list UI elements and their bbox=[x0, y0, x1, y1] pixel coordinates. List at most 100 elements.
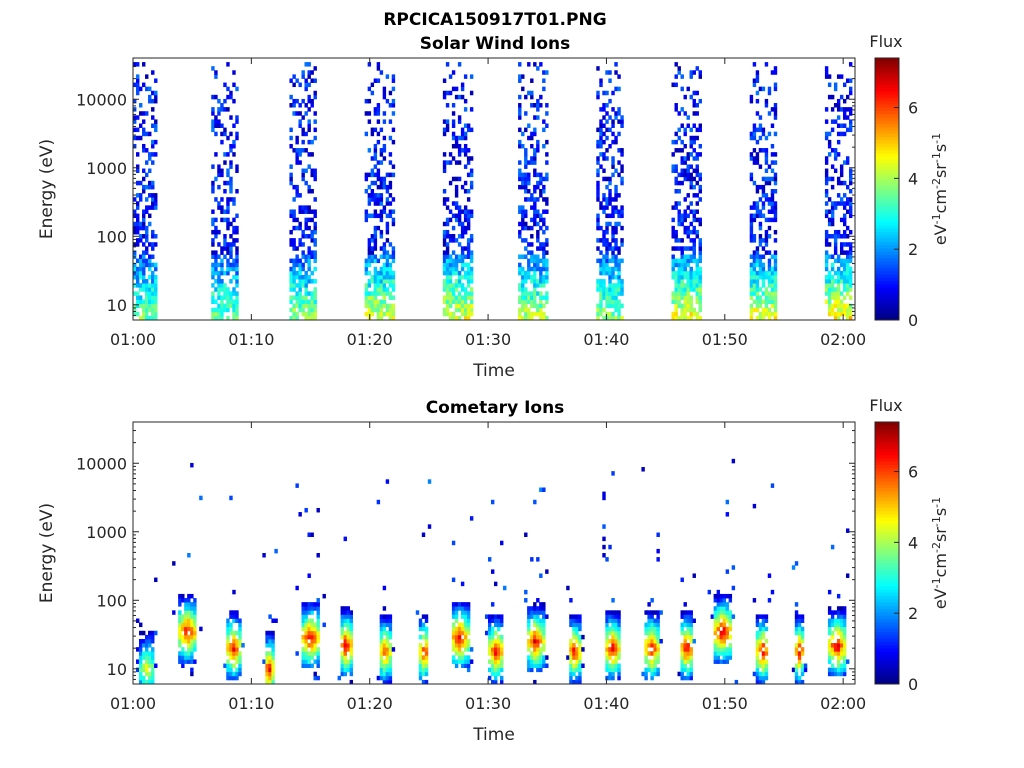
heatmap-cell bbox=[442, 201, 447, 206]
heatmap-cell bbox=[797, 643, 802, 648]
heatmap-cell bbox=[683, 270, 687, 276]
heatmap-cell bbox=[457, 135, 462, 141]
colorbar-segment bbox=[875, 244, 899, 249]
heatmap-cell bbox=[181, 655, 185, 660]
heatmap-cell bbox=[725, 602, 730, 607]
heatmap-cell bbox=[235, 315, 239, 321]
heatmap-cell bbox=[151, 671, 155, 677]
heatmap-cell bbox=[536, 238, 540, 243]
heatmap-cell bbox=[830, 671, 835, 677]
heatmap-cell bbox=[617, 647, 621, 652]
heatmap-cell bbox=[295, 152, 299, 157]
heatmap-cell bbox=[301, 622, 305, 628]
heatmap-cell bbox=[686, 647, 690, 652]
heatmap-cell bbox=[490, 651, 495, 656]
heatmap-cell bbox=[602, 205, 606, 210]
heatmap-cell bbox=[605, 254, 609, 259]
heatmap-cell bbox=[148, 221, 152, 227]
heatmap-cell bbox=[187, 647, 191, 652]
heatmap-cell bbox=[181, 638, 185, 644]
heatmap-cell bbox=[214, 119, 218, 124]
heatmap-cell bbox=[611, 266, 615, 272]
heatmap-cell bbox=[725, 593, 730, 599]
heatmap-cell bbox=[770, 107, 775, 112]
heatmap-cell bbox=[463, 74, 468, 79]
heatmap-cell bbox=[524, 94, 528, 100]
heatmap-cell bbox=[451, 234, 456, 239]
heatmap-cell bbox=[533, 655, 537, 660]
heatmap-cell bbox=[388, 279, 393, 284]
heatmap-cell bbox=[379, 274, 384, 280]
heatmap-cell bbox=[677, 303, 681, 309]
heatmap-cell bbox=[223, 98, 227, 104]
heatmap-cell bbox=[755, 156, 760, 161]
heatmap-cell bbox=[142, 651, 146, 656]
heatmap-cell bbox=[608, 246, 612, 251]
heatmap-cell bbox=[650, 630, 654, 636]
heatmap-cell bbox=[800, 647, 805, 652]
heatmap-cell bbox=[187, 606, 191, 611]
heatmap-cell bbox=[545, 197, 549, 202]
heatmap-cell bbox=[307, 74, 311, 79]
heatmap-cell bbox=[487, 659, 492, 664]
heatmap-cell bbox=[463, 630, 468, 636]
heatmap-cell bbox=[151, 291, 155, 296]
heatmap-cell bbox=[755, 201, 760, 206]
heatmap-cell bbox=[235, 258, 239, 264]
heatmap-cell bbox=[454, 238, 459, 243]
heatmap-cell bbox=[289, 180, 293, 186]
heatmap-cell bbox=[674, 103, 678, 108]
heatmap-cell bbox=[139, 111, 143, 116]
heatmap-cell bbox=[466, 614, 471, 619]
heatmap-cell bbox=[758, 258, 763, 264]
heatmap-cell bbox=[755, 111, 760, 116]
heatmap-cell bbox=[848, 287, 853, 292]
heatmap-cell bbox=[773, 103, 778, 108]
heatmap-cell bbox=[466, 238, 471, 243]
heatmap-cell bbox=[211, 123, 215, 128]
heatmap-cell bbox=[677, 299, 681, 305]
heatmap-cell bbox=[460, 209, 465, 214]
heatmap-cell bbox=[827, 311, 832, 317]
heatmap-cell bbox=[451, 70, 456, 75]
heatmap-cell bbox=[830, 164, 835, 169]
heatmap-cell bbox=[448, 279, 453, 284]
heatmap-cell bbox=[469, 647, 474, 652]
heatmap-cell bbox=[304, 643, 308, 648]
heatmap-cell bbox=[142, 679, 146, 685]
heatmap-cell bbox=[545, 160, 549, 165]
heatmap-cell bbox=[827, 671, 832, 677]
heatmap-cell bbox=[142, 242, 146, 247]
heatmap-cell bbox=[307, 651, 311, 656]
heatmap-cell bbox=[671, 205, 675, 210]
heatmap-cell bbox=[367, 148, 372, 153]
heatmap-cell bbox=[382, 135, 387, 141]
heatmap-cell bbox=[533, 152, 537, 157]
heatmap-cell bbox=[310, 229, 314, 235]
heatmap-cell bbox=[457, 234, 462, 239]
heatmap-cell bbox=[527, 90, 531, 96]
heatmap-cell bbox=[653, 667, 657, 673]
heatmap-cell bbox=[466, 295, 471, 300]
heatmap-cell bbox=[842, 274, 847, 280]
heatmap-cell bbox=[770, 279, 775, 284]
heatmap-cell bbox=[136, 266, 140, 272]
heatmap-cell bbox=[265, 667, 269, 673]
heatmap-cell bbox=[487, 622, 492, 628]
heatmap-cell bbox=[536, 209, 540, 214]
heatmap-cell bbox=[184, 610, 188, 615]
heatmap-cell bbox=[683, 299, 687, 305]
heatmap-cell bbox=[617, 213, 621, 219]
heatmap-cell bbox=[542, 258, 546, 264]
heatmap-cell bbox=[830, 119, 835, 124]
heatmap-cell bbox=[605, 127, 609, 133]
heatmap-cell bbox=[683, 94, 687, 100]
heatmap-cell bbox=[527, 647, 531, 652]
heatmap-cell bbox=[340, 643, 344, 648]
heatmap-cell bbox=[581, 647, 585, 652]
heatmap-cell bbox=[677, 279, 681, 284]
heatmap-cell bbox=[542, 315, 546, 321]
heatmap-cell bbox=[614, 225, 618, 231]
heatmap-cell bbox=[680, 655, 684, 660]
heatmap-cell bbox=[656, 667, 660, 673]
